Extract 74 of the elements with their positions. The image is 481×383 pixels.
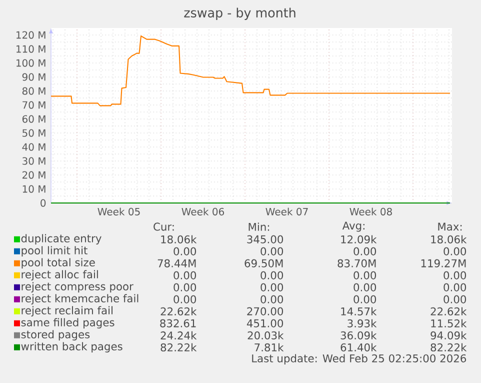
- text: 18.06k: [161, 235, 197, 244]
- y-tick-label: 110 M: [16, 45, 46, 53]
- text: 18.06k: [431, 235, 467, 244]
- text: 451.00: [246, 319, 284, 328]
- text: 24.24k: [160, 331, 197, 340]
- text: 270.00: [247, 307, 284, 316]
- y-tick-label: 20 M: [22, 171, 46, 179]
- x-tick-label: Week 06: [182, 208, 224, 216]
- legend-label: reject kmemcache fail: [22, 294, 138, 304]
- text: 61.40k: [340, 343, 377, 352]
- y-tick-label: 10 M: [22, 185, 46, 193]
- text: 0.00: [174, 295, 196, 304]
- text: 94.09k: [430, 331, 467, 340]
- text: 0.00: [174, 271, 196, 280]
- text: 22.62k: [160, 307, 197, 316]
- text: 0.00: [174, 283, 196, 292]
- y-tick-label: 120 M: [16, 31, 46, 39]
- legend-label: stored pages: [21, 330, 90, 340]
- x-tick-label: Week 07: [266, 208, 308, 216]
- text: 0.00: [444, 247, 466, 256]
- text: 20.03k: [248, 331, 284, 340]
- legend-label: written back pages: [21, 342, 122, 352]
- legend-label: same filled pages: [21, 318, 114, 328]
- x-tick-label: Week 05: [98, 208, 140, 216]
- text: 3.93k: [348, 319, 377, 328]
- text: Min:: [248, 222, 270, 231]
- text: Avg:: [342, 222, 364, 232]
- text: 0.00: [444, 271, 466, 280]
- text: 69.50M: [244, 259, 283, 268]
- legend-label: pool total size: [22, 258, 95, 268]
- text: Max:: [438, 222, 462, 231]
- text: 0.00: [444, 283, 466, 292]
- y-tick-label: 60 M: [22, 115, 46, 123]
- text: Last update: Wed Feb 25 02:25:00 2026: [252, 354, 466, 364]
- legend-label: reject reclaim fail: [22, 306, 112, 316]
- text: 82.22k: [430, 343, 467, 352]
- text: 0.00: [260, 295, 284, 304]
- x-tick-label: Week 08: [350, 208, 392, 216]
- text: 22.62k: [430, 307, 467, 316]
- text: 82.22k: [160, 343, 197, 352]
- y-tick-label: 50 M: [22, 129, 46, 137]
- text: 83.70M: [338, 259, 376, 268]
- chart-title: zswap - by month: [184, 8, 296, 20]
- text: 7.81k: [254, 343, 284, 352]
- text: 0.00: [260, 283, 284, 292]
- text: 345.00: [247, 235, 284, 244]
- text: 36.09k: [340, 331, 377, 340]
- text: 832.61: [160, 319, 196, 328]
- text: Cur:: [154, 222, 174, 231]
- text: 0.00: [444, 295, 466, 304]
- text: 12.09k: [341, 235, 377, 244]
- y-tick-label: 70 M: [22, 101, 46, 109]
- text: 0.00: [354, 295, 376, 304]
- y-tick-label: 30 M: [22, 157, 46, 165]
- legend-label: reject alloc fail: [22, 270, 98, 280]
- text: 0.00: [174, 247, 196, 256]
- line-series: [50, 35, 451, 106]
- text: 119.27M: [421, 259, 466, 268]
- text: 0.00: [260, 247, 284, 256]
- text: 0.00: [354, 271, 376, 280]
- y-tick-label: 100 M: [16, 59, 46, 67]
- text: 78.44M: [158, 259, 196, 268]
- text: 14.57k: [341, 307, 377, 316]
- legend-label: reject compress poor: [22, 282, 134, 292]
- y-tick-label: 40 M: [22, 143, 46, 151]
- text: 0.00: [354, 247, 376, 256]
- y-tick-label: 0: [40, 199, 46, 207]
- text: 0.00: [260, 271, 284, 280]
- text: 11.52k: [431, 319, 467, 328]
- y-tick-label: 80 M: [22, 87, 46, 95]
- legend-label: pool limit hit: [22, 246, 88, 256]
- y-tick-label: 90 M: [22, 73, 46, 81]
- legend-label: duplicate entry: [21, 234, 102, 244]
- text: 0.00: [354, 283, 376, 292]
